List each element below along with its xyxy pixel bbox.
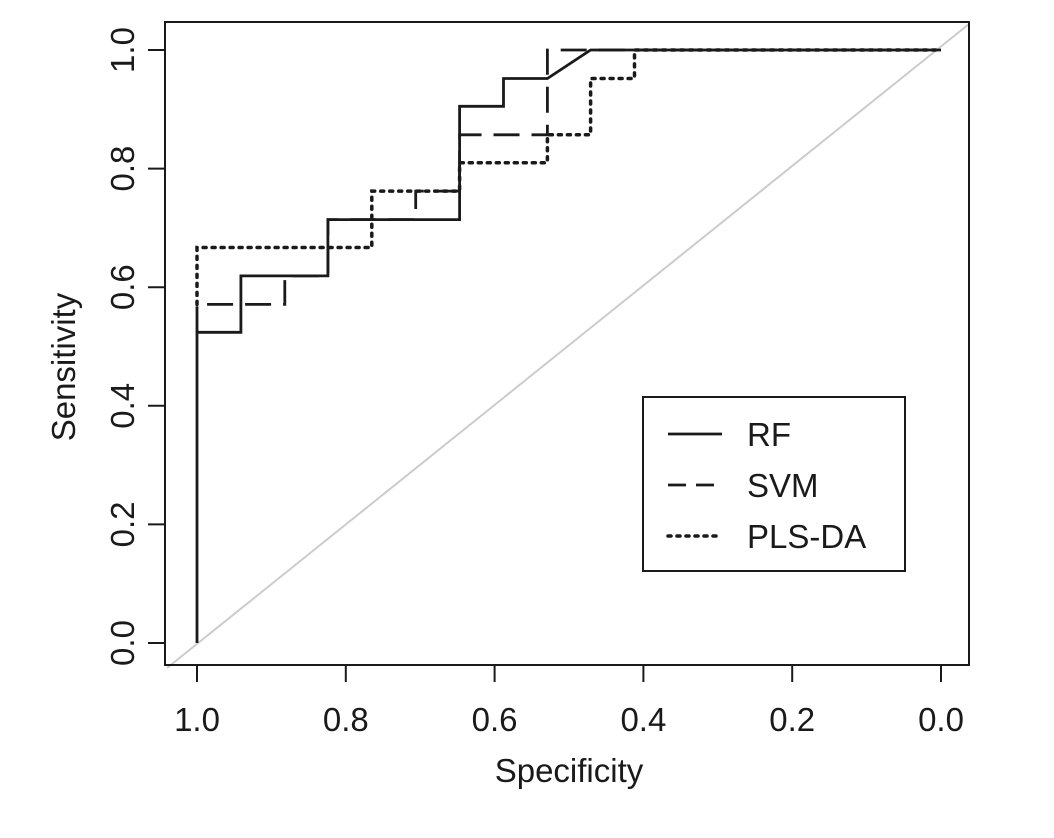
y-axis: 0.0 0.2 0.4 0.6 0.8 1.0 xyxy=(104,27,165,666)
legend: RF SVM PLS-DA xyxy=(642,396,906,572)
series-line-rf xyxy=(195,48,941,643)
x-tick-label: 0.4 xyxy=(620,701,666,738)
x-tick-label: 0.8 xyxy=(323,701,369,738)
legend-label: RF xyxy=(747,416,791,453)
y-tick-label: 0.2 xyxy=(104,501,141,547)
x-tick-label: 1.0 xyxy=(174,701,220,738)
x-axis-title: Specificity xyxy=(495,752,644,789)
x-tick-label: 0.0 xyxy=(918,701,964,738)
y-tick-label: 1.0 xyxy=(104,27,141,73)
x-tick-label: 0.2 xyxy=(769,701,815,738)
reference-diagonal-line xyxy=(166,23,970,669)
series-layer xyxy=(195,48,943,643)
y-axis-title: Sensitivity xyxy=(45,292,82,441)
y-tick-label: 0.6 xyxy=(104,264,141,310)
reference-line-layer xyxy=(166,23,970,669)
y-tick-label: 0.8 xyxy=(104,146,141,192)
series-line-svm xyxy=(195,48,941,333)
x-axis: 1.0 0.8 0.6 0.4 0.2 0.0 xyxy=(174,665,964,738)
legend-label: SVM xyxy=(747,467,819,504)
y-tick-label: 0.0 xyxy=(104,620,141,666)
y-tick-label: 0.4 xyxy=(104,383,141,429)
x-tick-label: 0.6 xyxy=(472,701,518,738)
legend-box xyxy=(642,396,906,572)
plot-frame xyxy=(164,21,970,666)
legend-label: PLS-DA xyxy=(747,518,866,555)
